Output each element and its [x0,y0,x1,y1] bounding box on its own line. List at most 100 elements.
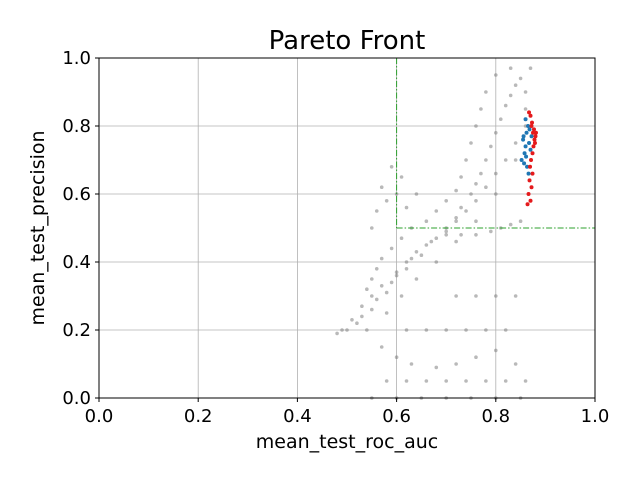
pareto-red-point [532,137,537,142]
trial-point [434,365,439,370]
trial-point [454,294,458,298]
pareto-red-points [525,110,538,207]
trial-point [474,182,478,186]
pareto-blue-point [527,141,532,145]
pareto-blue-point [524,130,529,135]
y-axis-label: mean_test_precision [27,130,49,325]
trial-point [498,117,503,121]
pareto-blue-point [526,124,531,128]
chart-title: Pareto Front [269,26,426,56]
trial-point [379,256,384,261]
trial-point [424,379,429,383]
threshold-lines [396,58,595,229]
pareto-red-point [529,124,534,128]
trial-point [494,348,498,353]
pareto-blue-point [522,151,527,156]
trial-point [444,379,449,383]
trial-point [474,219,478,223]
trial-point [459,175,463,179]
trial-point [414,277,419,281]
trial-point [518,76,523,81]
trial-point [340,328,344,332]
pareto-blue-point [519,158,524,162]
trial-point [528,66,533,70]
grid [98,57,596,399]
trial-point [474,233,478,237]
pareto-red-point [530,171,535,176]
pareto-red-point [531,127,536,132]
trial-point [508,222,513,227]
trial-point [464,209,468,213]
trial-point [464,158,468,162]
trial-point [360,304,364,309]
trial-point [379,284,384,288]
trial-point [464,379,468,383]
trial-point [394,355,399,360]
pareto-red-point [531,144,536,149]
trial-point [384,379,389,383]
trial-point [394,273,399,278]
pareto-blue-point [526,171,531,176]
pareto-blue-point [527,127,532,132]
trial-point [434,209,439,213]
trial-point [444,199,449,203]
trial-point [464,328,468,332]
pareto-blue-point [521,137,526,142]
trial-point [513,141,518,145]
trial-point [454,219,458,223]
trial-point [474,294,478,298]
trial-point [518,219,523,223]
trial-point [404,379,409,383]
y-tick-label: 0.0 [62,388,91,409]
trial-point [360,314,364,319]
trial-point [404,205,409,210]
pareto-blue-point [525,164,530,169]
pareto-blue-point [528,147,533,152]
trial-point [414,250,419,254]
trial-point [429,239,434,244]
y-tick-label: 0.2 [62,320,91,341]
trial-point [454,362,458,366]
pareto-blue-points [519,117,534,176]
trial-point [399,294,404,298]
pareto-red-point [525,202,530,207]
trial-point [508,93,513,98]
all-trials-points [335,66,533,400]
trial-point [434,236,439,240]
trial-point [355,321,359,326]
plot-frame [98,57,596,399]
y-tick-label: 1.0 [62,48,91,69]
trial-point [389,246,394,251]
pareto-blue-point [521,134,526,139]
trial-point [513,83,518,87]
trial-point [523,379,528,383]
pareto-blue-point [529,134,534,139]
trial-point [523,107,528,111]
trial-point [454,216,458,220]
trial-point [335,331,339,336]
trial-point [503,158,508,162]
x-tick-label: 0.0 [85,406,114,427]
trial-point [345,328,349,332]
trial-point [409,256,414,261]
trial-point [484,379,488,383]
trial-point [384,290,389,295]
trial-point [370,294,374,298]
trial-point [474,355,478,360]
trial-point [513,158,518,162]
y-axis-ticks: 0.0 0.2 0.4 0.6 0.8 1.0 [62,48,99,409]
trial-point [489,229,493,234]
trial-point [474,199,478,203]
trial-point [384,199,389,203]
pareto-red-point [533,134,538,139]
pareto-red-point [529,158,534,162]
trial-point [484,185,488,189]
trial-point [370,226,374,230]
trial-point [434,260,439,264]
trial-point [484,158,488,162]
trial-point [503,379,508,383]
trial-point [484,328,488,332]
trial-point [444,233,449,237]
